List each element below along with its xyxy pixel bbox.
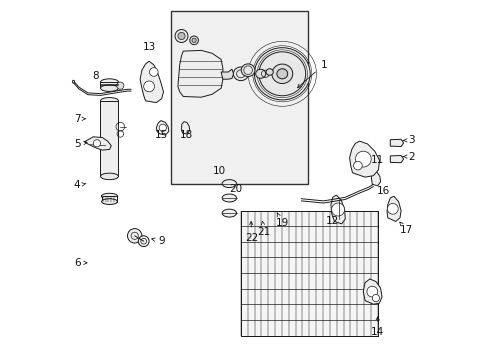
Ellipse shape: [101, 79, 118, 85]
Text: 15: 15: [155, 130, 168, 140]
Polygon shape: [389, 156, 403, 163]
Ellipse shape: [265, 69, 273, 75]
Polygon shape: [349, 141, 379, 177]
Ellipse shape: [101, 193, 117, 199]
Circle shape: [117, 82, 123, 89]
Text: 14: 14: [370, 317, 384, 337]
Polygon shape: [221, 69, 233, 79]
Polygon shape: [156, 121, 168, 135]
Text: 21: 21: [257, 221, 270, 237]
Ellipse shape: [72, 80, 75, 83]
Text: 13: 13: [142, 42, 155, 52]
Ellipse shape: [102, 199, 117, 204]
Text: 19: 19: [275, 213, 288, 228]
Bar: [241, 211, 377, 336]
Circle shape: [331, 203, 344, 216]
Circle shape: [138, 236, 149, 247]
Polygon shape: [370, 171, 380, 186]
Bar: [170, 11, 307, 184]
Ellipse shape: [222, 180, 236, 188]
Circle shape: [366, 286, 377, 297]
Ellipse shape: [101, 173, 118, 180]
Bar: [101, 82, 118, 88]
Ellipse shape: [254, 48, 309, 100]
Text: 10: 10: [212, 166, 225, 176]
Text: 17: 17: [399, 222, 412, 235]
Text: 8: 8: [92, 71, 98, 81]
Polygon shape: [178, 50, 223, 97]
Polygon shape: [84, 137, 111, 150]
Text: 11: 11: [370, 155, 384, 165]
Ellipse shape: [271, 64, 292, 84]
Text: 22: 22: [244, 221, 258, 243]
Polygon shape: [363, 279, 381, 304]
Polygon shape: [386, 196, 400, 221]
Polygon shape: [140, 61, 163, 103]
Circle shape: [371, 294, 379, 302]
Circle shape: [175, 30, 187, 42]
Circle shape: [178, 32, 185, 40]
Ellipse shape: [258, 52, 305, 96]
Polygon shape: [181, 122, 189, 134]
Circle shape: [93, 140, 101, 147]
Bar: [102, 196, 117, 202]
Circle shape: [159, 124, 166, 131]
Circle shape: [353, 161, 362, 170]
Text: 12: 12: [325, 216, 339, 226]
Ellipse shape: [276, 69, 287, 79]
Text: 18: 18: [180, 130, 193, 140]
Ellipse shape: [222, 194, 236, 202]
Ellipse shape: [255, 69, 265, 78]
Text: 9: 9: [151, 236, 164, 246]
Ellipse shape: [222, 209, 236, 217]
Text: 20: 20: [228, 184, 242, 194]
Circle shape: [149, 68, 158, 76]
Circle shape: [386, 203, 397, 214]
Circle shape: [189, 36, 198, 45]
Ellipse shape: [101, 85, 118, 91]
Text: 7: 7: [74, 114, 86, 124]
Circle shape: [355, 151, 370, 167]
Text: 1: 1: [297, 60, 326, 87]
Text: 3: 3: [402, 135, 414, 145]
Circle shape: [143, 81, 154, 92]
Ellipse shape: [101, 98, 118, 104]
Text: 4: 4: [74, 180, 86, 190]
Text: 2: 2: [402, 152, 414, 162]
Bar: [101, 101, 118, 176]
Text: 6: 6: [74, 258, 87, 268]
Text: 16: 16: [376, 186, 389, 196]
Text: 5: 5: [74, 139, 87, 149]
Polygon shape: [389, 139, 403, 147]
Circle shape: [192, 38, 196, 42]
Polygon shape: [330, 195, 345, 224]
Ellipse shape: [233, 67, 248, 81]
Ellipse shape: [241, 64, 254, 77]
Circle shape: [127, 229, 142, 243]
